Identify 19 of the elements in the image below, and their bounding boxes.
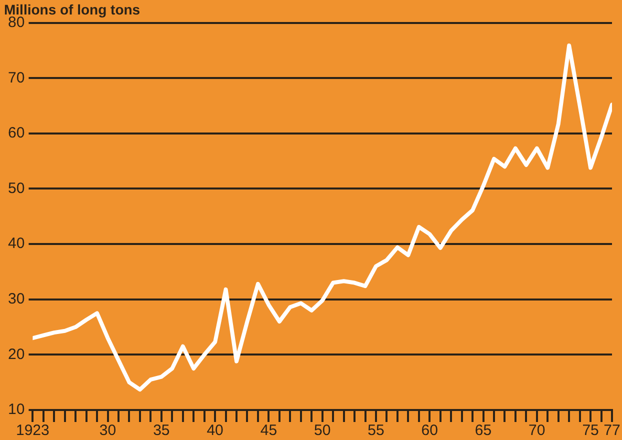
y-tick-label: 60	[8, 124, 25, 142]
x-tick-label: 1923	[16, 422, 50, 440]
y-tick-label: 20	[8, 346, 25, 363]
x-tick-label: 75	[582, 422, 599, 440]
x-tick-label: 55	[368, 422, 384, 440]
x-tick-label: 40	[206, 422, 224, 440]
x-tick-label: 50	[314, 422, 331, 440]
y-tick-label: 50	[8, 180, 25, 197]
y-tick-label: 10	[8, 401, 25, 418]
x-tick-label: 70	[528, 422, 546, 440]
x-tick-label: 77	[604, 422, 620, 440]
x-tick-label: 60	[421, 422, 438, 440]
x-tick-label: 35	[153, 422, 170, 440]
y-tick-label: 40	[8, 235, 25, 252]
y-tick-label: 30	[8, 290, 25, 308]
x-tick-label: 65	[474, 422, 492, 440]
y-tick-label: 70	[8, 69, 25, 86]
x-tick-label: 45	[260, 422, 278, 440]
x-tick-label: 30	[99, 422, 116, 440]
